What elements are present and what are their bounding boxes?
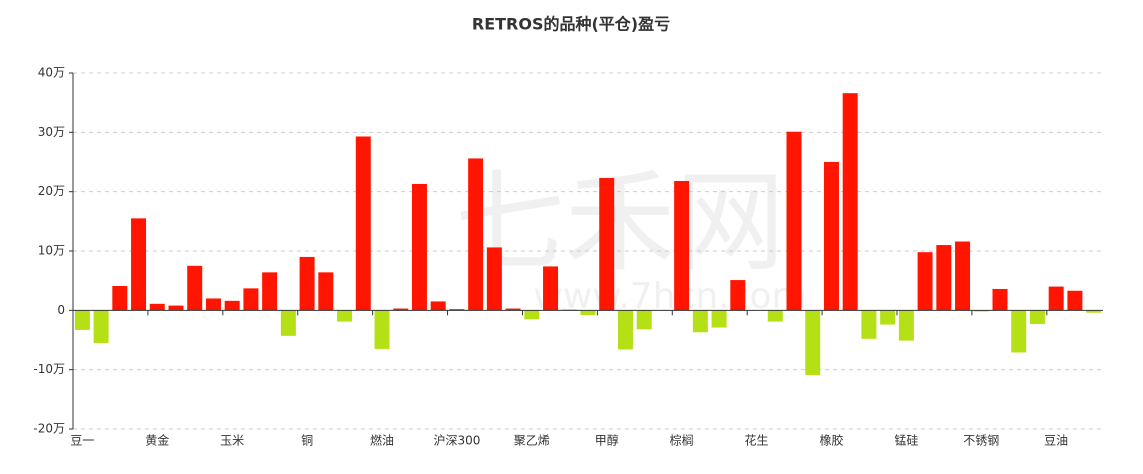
bar xyxy=(374,310,390,349)
x-tick-label: 橡胶 xyxy=(819,433,843,448)
y-tick-label: 0 xyxy=(57,303,65,317)
bar xyxy=(842,93,858,311)
bar xyxy=(280,310,296,336)
bar xyxy=(1029,310,1045,324)
x-tick-label: 燃油 xyxy=(370,433,394,448)
x-tick-label: 铜 xyxy=(301,433,313,448)
bar xyxy=(599,178,615,311)
chart-title: RETROS的品种(平仓)盈亏 xyxy=(472,15,670,34)
bar xyxy=(1086,310,1102,313)
x-tick-label: 花生 xyxy=(745,433,769,448)
bar xyxy=(131,218,147,311)
bar xyxy=(505,308,521,311)
bar xyxy=(355,136,371,311)
bar xyxy=(168,305,184,311)
bar xyxy=(880,310,896,325)
x-tick-label: 不锈钢 xyxy=(963,434,999,448)
bar xyxy=(861,310,877,339)
x-tick-label: 玉米 xyxy=(220,434,244,448)
bar xyxy=(112,286,128,311)
bar xyxy=(149,303,165,311)
bar xyxy=(580,310,596,316)
x-tick-label: 豆油 xyxy=(1044,434,1068,448)
bar xyxy=(543,266,559,311)
bar xyxy=(955,241,971,311)
bar xyxy=(674,180,690,311)
bar xyxy=(1011,310,1027,353)
watermark: 七禾网 xyxy=(455,158,785,286)
bar xyxy=(1048,286,1064,311)
bar xyxy=(337,310,353,322)
y-tick-label: 10万 xyxy=(38,244,65,258)
y-tick-label: 20万 xyxy=(38,184,65,198)
bar xyxy=(224,300,240,311)
bar xyxy=(205,298,221,311)
bar xyxy=(430,301,446,311)
bar xyxy=(93,310,109,343)
bar xyxy=(411,183,427,311)
x-tick-label: 黄金 xyxy=(145,433,169,448)
bar xyxy=(617,310,633,350)
bar xyxy=(524,310,540,320)
bar xyxy=(393,308,409,311)
bar xyxy=(486,247,502,311)
bar xyxy=(823,162,839,311)
bar xyxy=(730,280,746,311)
bar xyxy=(468,158,484,311)
bar xyxy=(692,310,708,333)
bar xyxy=(243,288,259,311)
y-tick-label: 40万 xyxy=(38,66,65,80)
bar xyxy=(917,252,933,311)
bar xyxy=(805,310,821,376)
bar xyxy=(74,310,90,330)
bar xyxy=(299,256,315,311)
bar xyxy=(898,310,914,341)
bar xyxy=(1067,290,1083,311)
bar xyxy=(992,288,1008,311)
bar xyxy=(786,131,802,311)
x-tick-label: 棕榈 xyxy=(670,433,694,448)
y-tick-label: -20万 xyxy=(33,422,65,436)
bar xyxy=(318,272,334,311)
x-tick-label: 沪深300 xyxy=(433,434,480,448)
bar xyxy=(449,309,465,311)
x-tick-label: 豆一 xyxy=(70,434,94,448)
y-tick-label: 30万 xyxy=(38,125,65,139)
bar xyxy=(936,245,952,311)
bar xyxy=(262,272,278,311)
bar xyxy=(973,310,989,312)
y-tick-label: -10万 xyxy=(33,362,65,376)
x-tick-label: 锰硅 xyxy=(894,433,918,448)
bar xyxy=(636,310,652,330)
bar xyxy=(711,310,727,328)
bar xyxy=(187,265,203,311)
x-tick-label: 甲醇 xyxy=(595,433,619,448)
watermark: www.7hcn.com xyxy=(533,276,806,317)
x-tick-label: 聚乙烯 xyxy=(514,434,550,448)
bar xyxy=(767,310,783,322)
